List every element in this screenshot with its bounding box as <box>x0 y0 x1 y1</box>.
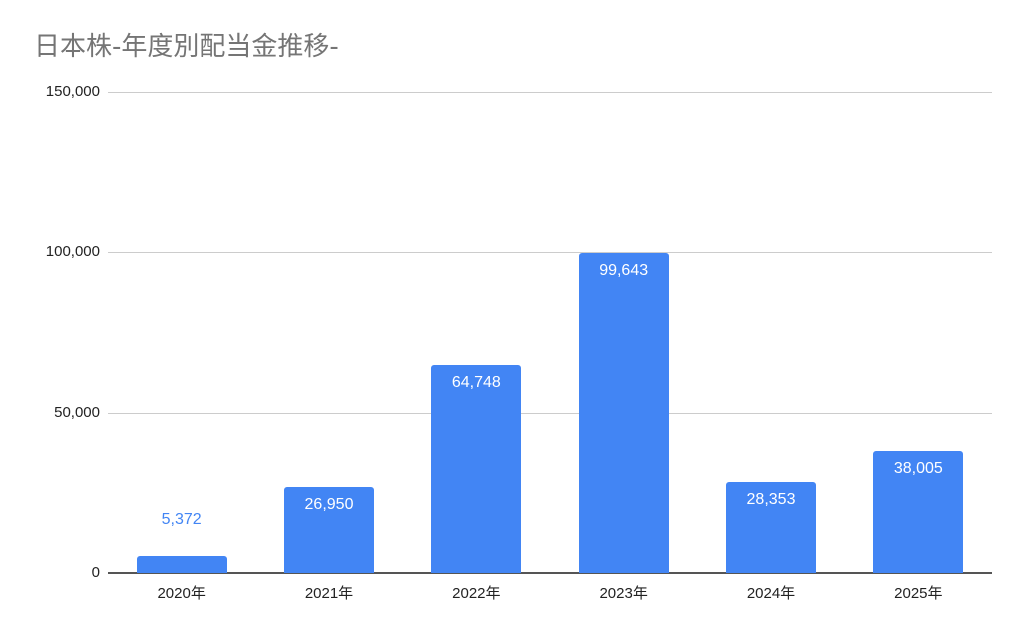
x-tick-label: 2020年 <box>157 585 206 602</box>
y-tick-label: 0 <box>91 564 100 581</box>
bar <box>136 555 227 573</box>
bar-value-label: 26,950 <box>304 495 354 513</box>
bar <box>873 451 964 573</box>
bar <box>431 365 522 573</box>
bar-value-label: 99,643 <box>599 262 649 280</box>
bar-value-label: 64,748 <box>451 374 501 392</box>
y-tick-label: 100,000 <box>45 243 100 261</box>
bar-value-label: 38,005 <box>893 460 943 478</box>
gridline <box>108 412 992 414</box>
x-tick-label: 2025年 <box>894 585 943 602</box>
y-tick-label: 50,000 <box>54 403 100 421</box>
gridline <box>108 252 992 254</box>
x-tick-label: 2023年 <box>599 585 648 602</box>
plot-area: 0 50,000 100,000 150,000 5,372 2020年 26,950 202… <box>46 83 992 602</box>
x-axis-line <box>108 572 992 574</box>
x-tick-label: 2021年 <box>304 585 354 602</box>
y-tick-label: 150,000 <box>45 83 100 100</box>
chart-title: 日本株-年度別配当金推移- <box>34 32 339 62</box>
gridline <box>108 92 992 93</box>
x-tick-label: 2024年 <box>746 585 796 602</box>
bar <box>578 253 669 573</box>
x-tick-label: 2022年 <box>452 585 501 602</box>
bar-value-label: 5,372 <box>161 510 202 528</box>
bar <box>284 486 374 573</box>
bar-value-label: 28,353 <box>746 491 796 509</box>
bar <box>726 482 816 573</box>
